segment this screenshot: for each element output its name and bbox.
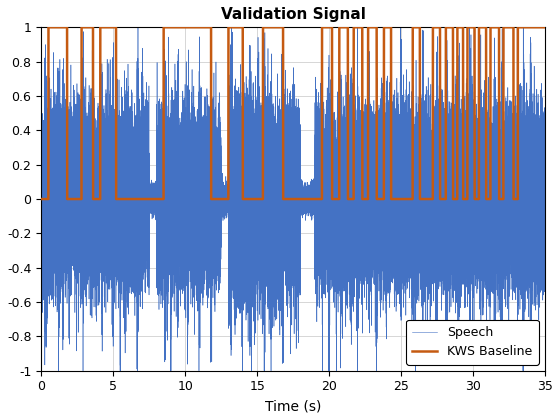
KWS Baseline [430,25,436,30]
KWS Baseline [127,197,133,202]
KWS Baseline [434,25,441,30]
Speech [430,150,436,155]
Speech [542,197,548,202]
KWS Baseline [38,197,45,202]
Speech [532,183,539,188]
X-axis label: Time (s): Time (s) [265,399,321,413]
Speech [434,239,441,244]
Speech [134,25,141,30]
Speech [127,276,133,281]
KWS Baseline [64,197,71,202]
Speech [55,368,62,373]
Line: Speech: Speech [41,27,545,371]
KWS Baseline [532,25,539,30]
Line: KWS Baseline: KWS Baseline [41,27,545,199]
Title: Validation Signal: Validation Signal [221,7,366,22]
KWS Baseline [45,25,52,30]
KWS Baseline [376,197,383,202]
Speech [64,237,71,242]
Legend: Speech, KWS Baseline: Speech, KWS Baseline [406,320,539,365]
Speech [38,201,45,206]
KWS Baseline [542,25,548,30]
Speech [376,259,383,264]
